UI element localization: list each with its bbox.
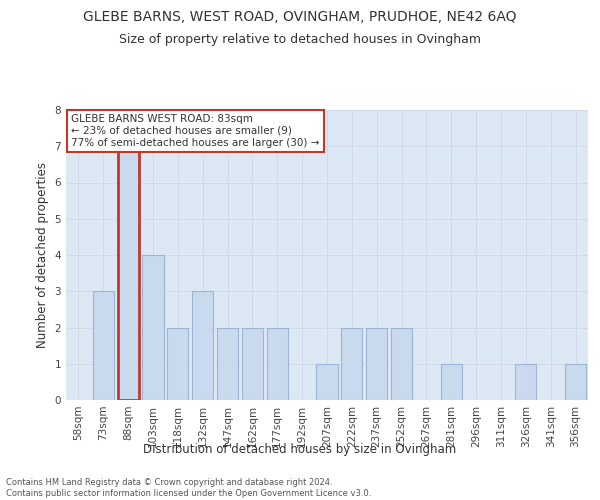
Bar: [167, 328, 188, 400]
Bar: [192, 291, 213, 400]
Bar: [267, 328, 288, 400]
Bar: [142, 255, 164, 400]
Bar: [441, 364, 462, 400]
Text: Distribution of detached houses by size in Ovingham: Distribution of detached houses by size …: [143, 442, 457, 456]
Bar: [366, 328, 387, 400]
Bar: [565, 364, 586, 400]
Bar: [242, 328, 263, 400]
Bar: [93, 291, 114, 400]
Text: Contains HM Land Registry data © Crown copyright and database right 2024.
Contai: Contains HM Land Registry data © Crown c…: [6, 478, 371, 498]
Bar: [118, 146, 139, 400]
Text: Size of property relative to detached houses in Ovingham: Size of property relative to detached ho…: [119, 32, 481, 46]
Bar: [515, 364, 536, 400]
Text: GLEBE BARNS, WEST ROAD, OVINGHAM, PRUDHOE, NE42 6AQ: GLEBE BARNS, WEST ROAD, OVINGHAM, PRUDHO…: [83, 10, 517, 24]
Bar: [316, 364, 338, 400]
Bar: [391, 328, 412, 400]
Bar: [341, 328, 362, 400]
Text: GLEBE BARNS WEST ROAD: 83sqm
← 23% of detached houses are smaller (9)
77% of sem: GLEBE BARNS WEST ROAD: 83sqm ← 23% of de…: [71, 114, 320, 148]
Bar: [217, 328, 238, 400]
Y-axis label: Number of detached properties: Number of detached properties: [36, 162, 49, 348]
